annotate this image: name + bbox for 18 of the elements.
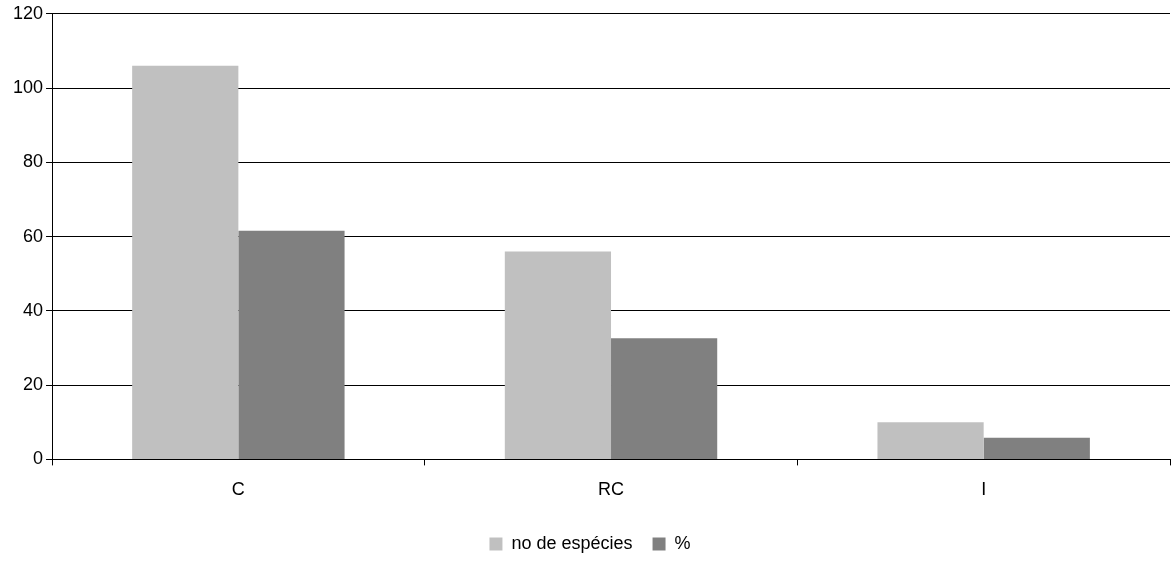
bar (132, 65, 239, 459)
y-tick-label: 40 (23, 299, 44, 320)
y-tick-label: 80 (23, 151, 44, 172)
x-tick-label: C (231, 479, 245, 500)
y-tick-label: 120 (12, 2, 44, 23)
y-tick-label: 60 (23, 225, 44, 246)
bar (611, 338, 718, 459)
y-tick-label: 0 (33, 448, 44, 469)
x-tick-label: RC (598, 479, 625, 500)
x-tick-label: I (981, 479, 987, 500)
legend-label: % (674, 532, 691, 553)
bar (238, 230, 345, 459)
bar (983, 437, 1090, 459)
y-tick-label: 100 (12, 77, 44, 98)
bar (504, 251, 612, 459)
legend-label: no de espécies (511, 532, 633, 553)
y-tick-label: 20 (23, 374, 44, 395)
bar (877, 422, 984, 459)
